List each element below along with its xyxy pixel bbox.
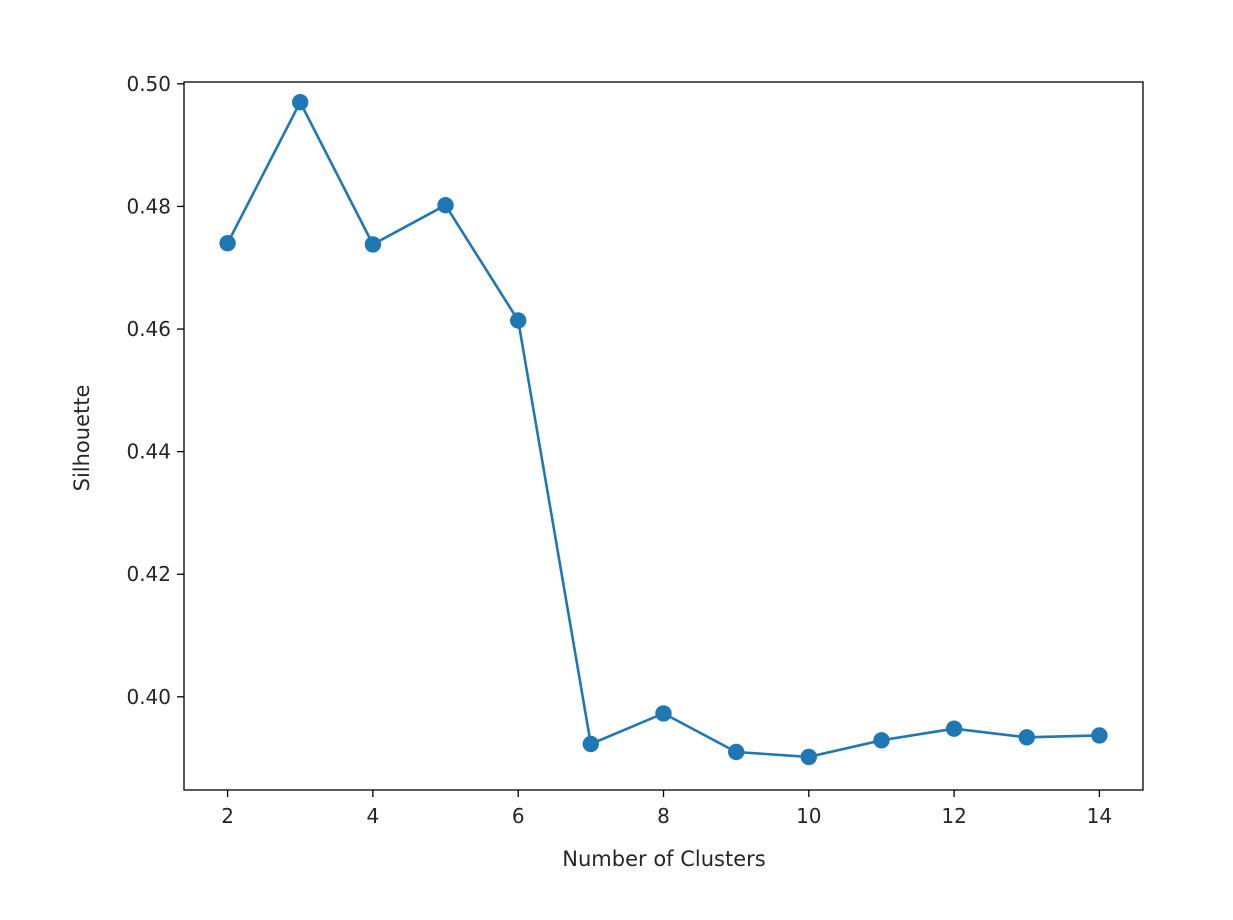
y-tick-label: 0.46 xyxy=(126,317,171,341)
data-point xyxy=(364,236,382,253)
data-point xyxy=(655,705,672,722)
data-point xyxy=(1091,727,1108,744)
y-tick-label: 0.44 xyxy=(126,440,171,464)
y-tick-label: 0.48 xyxy=(126,194,171,218)
data-point xyxy=(945,720,963,737)
data-point xyxy=(873,732,890,749)
x-tick-label: 6 xyxy=(512,804,525,828)
y-tick-label: 0.40 xyxy=(126,685,171,709)
data-point xyxy=(219,235,236,252)
data-point xyxy=(582,735,599,753)
x-tick-label: 14 xyxy=(1087,804,1112,828)
x-tick-label: 4 xyxy=(367,804,380,828)
data-point xyxy=(510,312,527,329)
x-tick-label: 8 xyxy=(657,804,670,828)
y-tick-label: 0.50 xyxy=(126,72,171,96)
data-point xyxy=(800,748,817,766)
y-tick-label: 0.42 xyxy=(126,562,171,586)
x-tick-label: 10 xyxy=(796,804,821,828)
plot-area: 2 4 6 8 10 12 14 0.40 0.42 0.44 0.46 0.48 0.50 xyxy=(126,72,1144,828)
data-point xyxy=(437,197,454,214)
y-axis-title: Silhouette xyxy=(70,385,94,492)
x-axis-title: Number of Clusters xyxy=(562,847,765,871)
x-tick-label: 12 xyxy=(941,804,966,828)
data-point xyxy=(728,743,745,761)
data-point xyxy=(292,94,309,111)
x-tick-label: 2 xyxy=(221,804,234,828)
data-point xyxy=(1018,729,1035,746)
